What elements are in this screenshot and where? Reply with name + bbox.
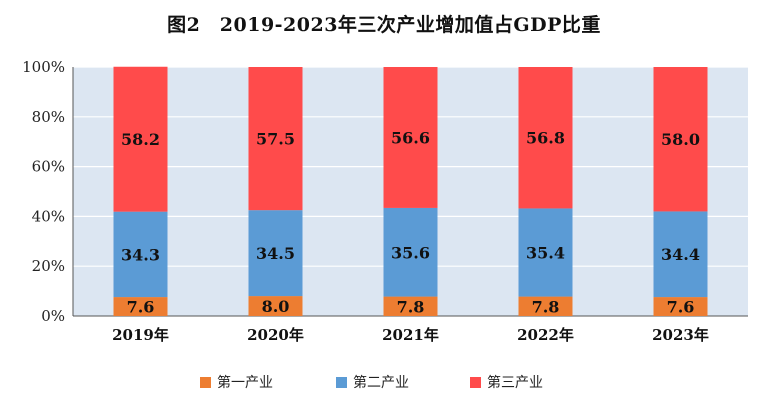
data-label: 7.6 xyxy=(667,298,695,317)
bar-segment xyxy=(518,67,573,209)
bar-segment xyxy=(248,210,303,297)
bar-segment xyxy=(653,67,708,212)
y-tick-label: 80% xyxy=(32,108,65,126)
bar-segment xyxy=(113,297,168,316)
data-label: 58.0 xyxy=(661,130,700,149)
data-label: 57.5 xyxy=(256,130,295,149)
data-label: 34.5 xyxy=(256,244,295,263)
bar-segment xyxy=(518,296,573,316)
bar-segment xyxy=(518,208,573,297)
y-tick-label: 100% xyxy=(22,58,65,76)
y-tick-label: 60% xyxy=(32,158,65,176)
legend-item-tertiary: 第三产业 xyxy=(470,371,543,393)
data-label: 8.0 xyxy=(262,297,290,316)
bar-segment xyxy=(248,296,303,316)
chart-legend: 第一产业 第二产业 第三产业 xyxy=(0,371,768,393)
data-label: 7.8 xyxy=(532,297,560,316)
bar-segment xyxy=(653,297,708,316)
data-label: 7.8 xyxy=(397,297,425,316)
chart-title: 图2 2019-2023年三次产业增加值占GDP比重 xyxy=(167,14,601,36)
bar-segment xyxy=(113,211,168,298)
data-label: 35.6 xyxy=(391,243,430,262)
data-label: 7.6 xyxy=(127,298,155,317)
legend-label-tertiary: 第三产业 xyxy=(487,375,543,391)
y-tick-label: 40% xyxy=(32,207,65,225)
data-label: 34.3 xyxy=(121,245,160,264)
data-label: 56.6 xyxy=(391,128,430,147)
data-label: 56.8 xyxy=(526,129,565,148)
legend-swatch-tertiary xyxy=(470,376,481,388)
bar-segment xyxy=(383,67,438,208)
legend-label-secondary: 第二产业 xyxy=(353,375,409,391)
data-label: 34.4 xyxy=(661,245,700,264)
x-tick-label: 2021年 xyxy=(382,326,439,344)
data-label: 58.2 xyxy=(121,130,160,149)
bar-segment xyxy=(653,211,708,298)
bar-segment xyxy=(383,207,438,297)
bar-segment xyxy=(248,67,303,211)
legend-swatch-secondary xyxy=(336,376,347,388)
x-tick-label: 2023年 xyxy=(652,326,709,344)
legend-label-primary: 第一产业 xyxy=(217,375,273,391)
legend-swatch-primary xyxy=(200,376,211,388)
y-tick-label: 0% xyxy=(41,307,65,325)
bar-segment xyxy=(383,296,438,316)
bar-segment xyxy=(113,66,168,212)
legend-item-secondary: 第二产业 xyxy=(336,371,409,393)
y-tick-label: 20% xyxy=(32,257,65,275)
data-label: 35.4 xyxy=(526,244,565,263)
x-tick-label: 2020年 xyxy=(247,326,304,344)
legend-item-primary: 第一产业 xyxy=(200,371,273,393)
x-tick-label: 2019年 xyxy=(112,326,169,344)
x-tick-label: 2022年 xyxy=(517,326,574,344)
